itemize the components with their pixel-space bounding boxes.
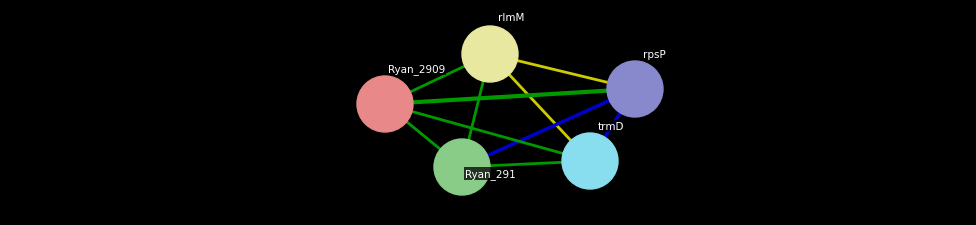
Circle shape [607,62,663,117]
Circle shape [434,139,490,195]
Text: rlmM: rlmM [498,13,524,23]
Text: Ryan_2909: Ryan_2909 [388,64,445,75]
Circle shape [357,77,413,132]
Text: trmD: trmD [598,122,625,131]
Text: Ryan_291: Ryan_291 [465,168,515,179]
Circle shape [462,27,518,83]
Text: rpsP: rpsP [643,50,666,60]
Circle shape [562,133,618,189]
